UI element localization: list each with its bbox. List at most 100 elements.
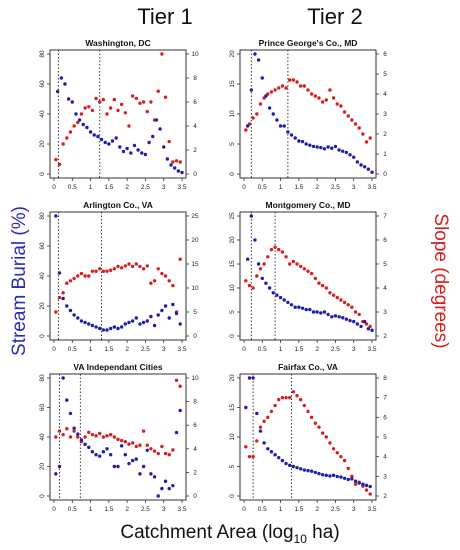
burial-point bbox=[277, 455, 281, 460]
y-tick-label-left: 15 bbox=[229, 404, 236, 412]
x-tick-label: 2.5 bbox=[331, 346, 340, 353]
slope-point bbox=[57, 429, 62, 433]
y-tick-label-left: 20 bbox=[39, 302, 46, 310]
x-tick-label: 3.5 bbox=[177, 346, 186, 353]
slope-point bbox=[368, 492, 372, 496]
y-tick-label-right: 3 bbox=[383, 473, 387, 480]
slope-point bbox=[65, 281, 69, 285]
y-tick-label-left: 10 bbox=[229, 433, 236, 441]
burial-point bbox=[149, 314, 153, 319]
slope-point bbox=[251, 116, 255, 120]
slope-point bbox=[127, 262, 131, 266]
burial-point bbox=[344, 317, 349, 321]
burial-point bbox=[123, 453, 128, 457]
y-tick-label-left: 0 bbox=[229, 334, 236, 338]
y-tick-label-right: 0 bbox=[193, 493, 197, 500]
burial-point bbox=[76, 432, 80, 436]
burial-point bbox=[273, 453, 277, 457]
slope-point bbox=[90, 432, 95, 437]
slope-point bbox=[94, 269, 98, 273]
panel-frame bbox=[49, 49, 187, 179]
burial-point bbox=[149, 472, 153, 476]
slope-point bbox=[266, 255, 270, 259]
burial-point bbox=[123, 322, 128, 326]
slope-point bbox=[324, 286, 328, 290]
slope-point bbox=[178, 384, 182, 388]
burial-point bbox=[180, 170, 184, 175]
burial-point bbox=[145, 448, 149, 452]
burial-point bbox=[355, 322, 360, 326]
x-tick-label: 2.5 bbox=[141, 184, 150, 191]
slope-point bbox=[244, 445, 248, 449]
slope-point bbox=[284, 86, 288, 90]
burial-point bbox=[344, 150, 349, 155]
slope-point bbox=[83, 274, 87, 278]
burial-point bbox=[370, 328, 374, 332]
slope-point bbox=[87, 274, 91, 278]
slope-point bbox=[247, 454, 252, 459]
slope-point bbox=[61, 432, 65, 437]
burial-point bbox=[249, 214, 254, 218]
y-axis-label-left: Stream Burial (%) bbox=[9, 206, 30, 356]
slope-point bbox=[116, 108, 120, 113]
y-tick-label-left: 0 bbox=[39, 172, 46, 176]
y-tick-label-right: 10 bbox=[191, 51, 199, 58]
slope-point bbox=[361, 132, 365, 136]
panel-frame bbox=[239, 49, 377, 179]
burial-point bbox=[260, 76, 264, 80]
slope-point bbox=[244, 128, 248, 132]
slope-point bbox=[350, 305, 354, 309]
slope-point bbox=[244, 279, 248, 283]
slope-point bbox=[138, 443, 142, 447]
burial-point bbox=[72, 313, 76, 317]
y-tick-label-left: 0 bbox=[229, 172, 236, 176]
burial-point bbox=[293, 136, 297, 140]
x-tick-label: 3.5 bbox=[177, 506, 186, 513]
burial-point bbox=[361, 482, 365, 486]
burial-point bbox=[326, 145, 330, 149]
x-tick-label: 0.5 bbox=[68, 346, 77, 353]
burial-point bbox=[309, 469, 314, 473]
y-tick-label-left: 80 bbox=[39, 50, 46, 58]
slope-point bbox=[123, 440, 128, 444]
slope-point bbox=[266, 415, 270, 420]
x-tick-label: 1.5 bbox=[294, 346, 303, 353]
x-tick-label: 1 bbox=[89, 184, 93, 191]
slope-point bbox=[288, 262, 292, 266]
burial-point bbox=[271, 291, 275, 295]
slope-point bbox=[156, 89, 160, 93]
burial-point bbox=[171, 302, 175, 307]
burial-point bbox=[341, 316, 345, 320]
y-tick-label-left: 40 bbox=[39, 272, 46, 280]
burial-point bbox=[269, 450, 274, 454]
burial-point bbox=[151, 134, 155, 139]
x-tick-label: 3 bbox=[352, 346, 356, 353]
burial-point bbox=[61, 376, 65, 380]
slope-point bbox=[328, 291, 332, 295]
slope-point bbox=[295, 262, 299, 266]
x-tick-label: 2 bbox=[125, 346, 129, 353]
slope-point bbox=[87, 430, 91, 434]
y-tick-label-left: 20 bbox=[229, 50, 236, 58]
panel-title: Arlington Co., VA bbox=[83, 200, 153, 210]
y-tick-label-right: 6 bbox=[383, 414, 387, 421]
slope-point bbox=[134, 444, 138, 449]
panel-frame bbox=[239, 211, 377, 341]
slope-point bbox=[145, 264, 149, 268]
burial-point bbox=[160, 486, 164, 491]
burial-point bbox=[130, 319, 135, 323]
slope-point bbox=[101, 97, 106, 102]
x-tick-label: 2 bbox=[315, 346, 319, 353]
burial-point bbox=[92, 133, 96, 137]
y-tick-label-left: 40 bbox=[39, 433, 46, 441]
burial-point bbox=[357, 481, 361, 485]
burial-point bbox=[298, 467, 303, 471]
slope-point bbox=[138, 101, 142, 105]
slope-point bbox=[105, 434, 109, 438]
slope-point bbox=[160, 52, 164, 56]
burial-point bbox=[65, 304, 69, 308]
burial-point bbox=[101, 450, 106, 454]
slope-point bbox=[317, 281, 321, 285]
burial-point bbox=[112, 325, 117, 329]
burial-point bbox=[317, 471, 321, 476]
